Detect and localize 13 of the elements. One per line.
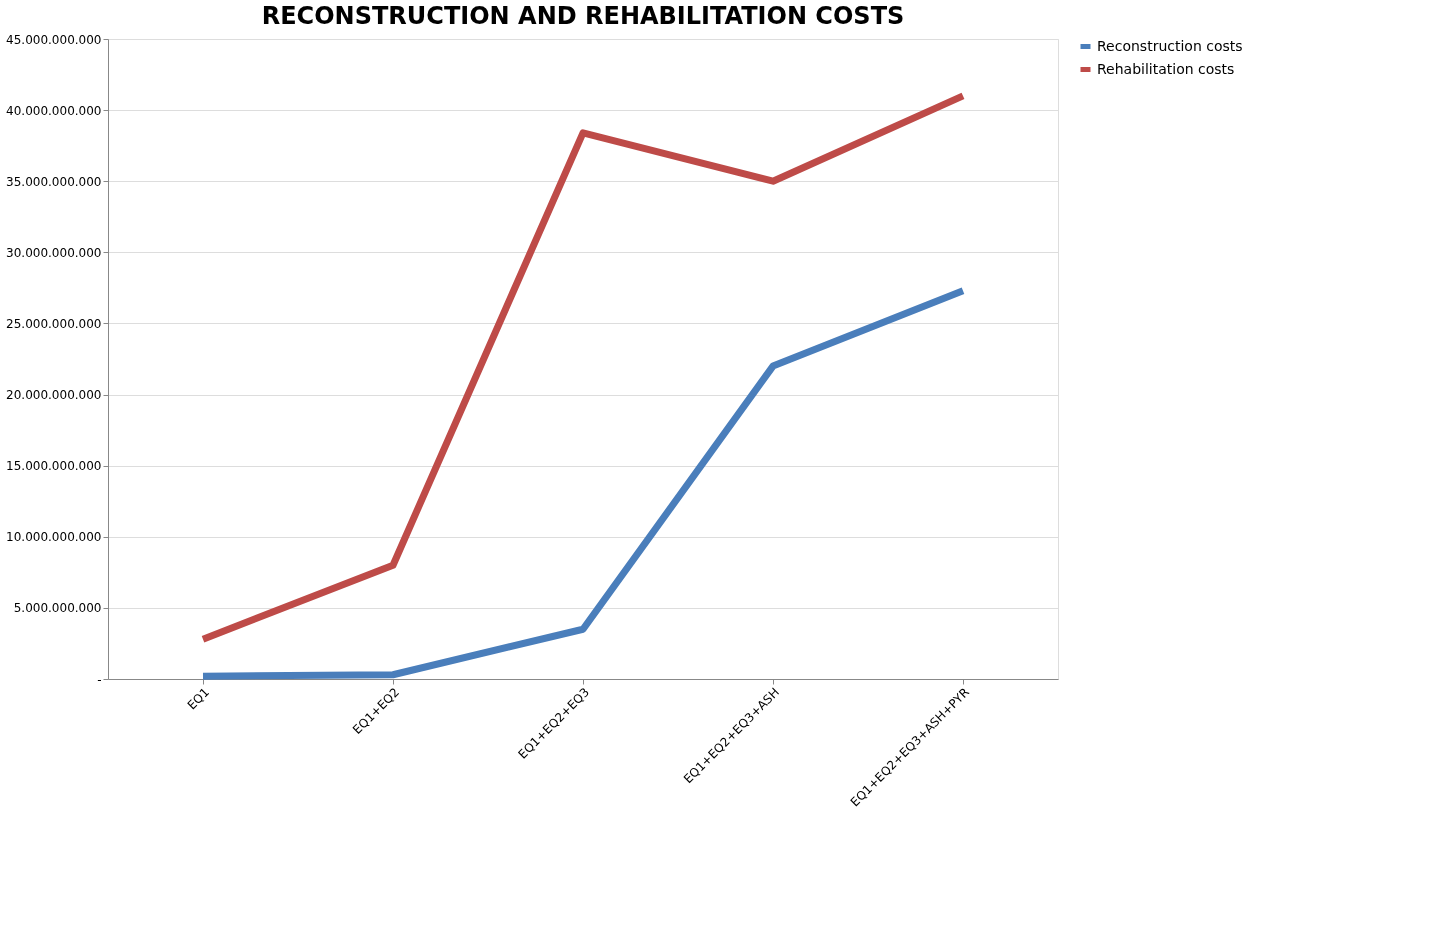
- chart-title: RECONSTRUCTION AND REHABILITATION COSTS: [261, 2, 905, 30]
- y-tick-label: 5.000.000.000: [13, 601, 102, 616]
- y-tick-label: 10.000.000.000: [6, 530, 102, 545]
- y-tick-label: 30.000.000.000: [6, 245, 102, 260]
- y-tick-label: 25.000.000.000: [6, 316, 102, 331]
- y-tick-label: 40.000.000.000: [6, 103, 102, 118]
- y-tick-label: 20.000.000.000: [6, 388, 102, 403]
- y-tick-label: -: [97, 672, 102, 687]
- y-tick-label: 45.000.000.000: [6, 32, 102, 47]
- legend-label: Rehabilitation costs: [1097, 60, 1235, 77]
- y-tick-label: 15.000.000.000: [6, 459, 102, 474]
- legend-label: Reconstruction costs: [1097, 37, 1243, 54]
- y-tick-label: 35.000.000.000: [6, 174, 102, 189]
